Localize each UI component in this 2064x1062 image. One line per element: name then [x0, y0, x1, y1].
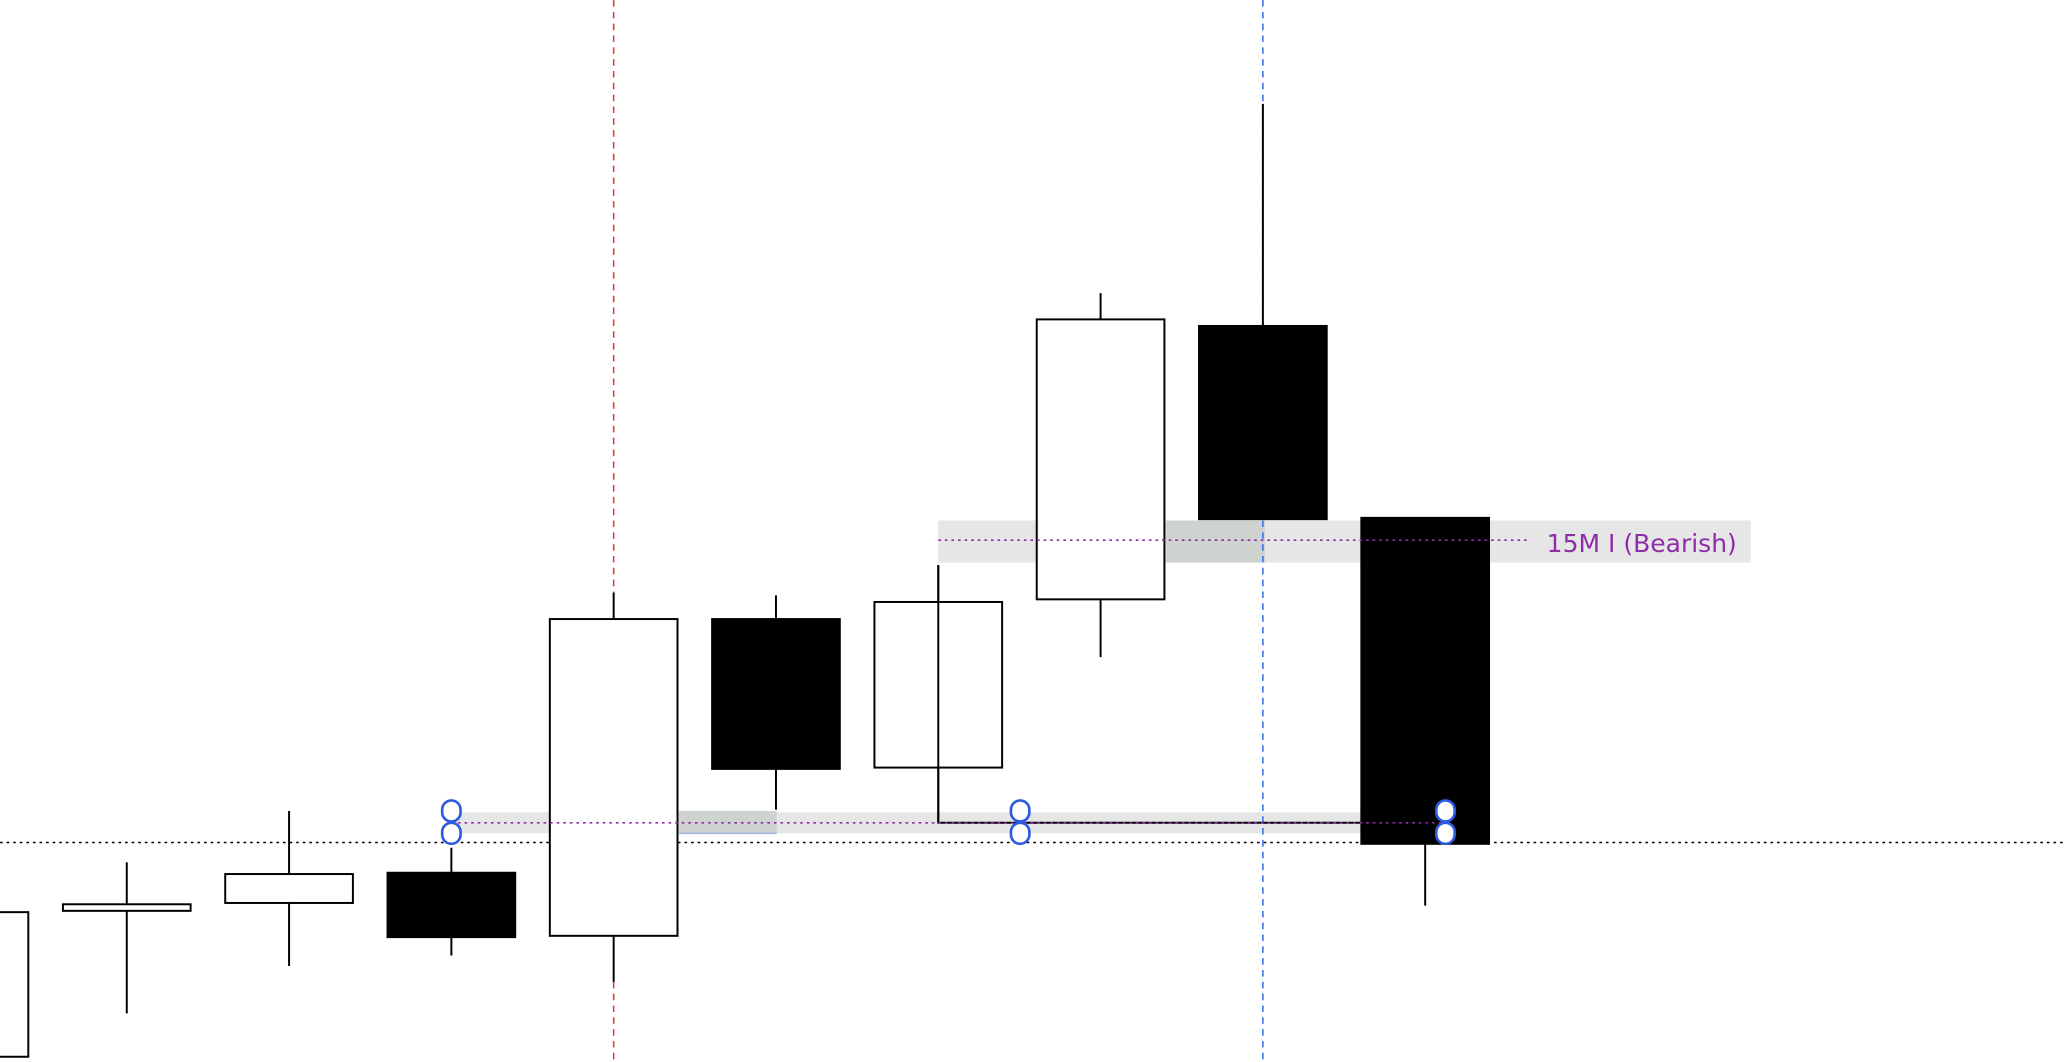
candles-layer [0, 103, 1491, 1058]
candle-bullish [1035, 318, 1166, 601]
candle-bearish [1360, 516, 1491, 845]
zone-handle-bottom [440, 821, 462, 846]
candle-bearish [386, 871, 517, 939]
zone-handle-bottom [1434, 821, 1457, 846]
candle-bearish [711, 618, 841, 770]
zone-handle-top [1434, 799, 1457, 823]
candle-bullish [548, 618, 679, 937]
zone-handle-top [1009, 799, 1031, 823]
candle-bullish [224, 873, 354, 904]
overlay-layer [440, 539, 1530, 846]
candle-bullish [0, 911, 30, 1058]
candle-bearish [1198, 324, 1328, 521]
zone-handle-top [440, 799, 462, 823]
zone-overlap [1166, 520, 1265, 563]
zone-connector-line [937, 565, 1362, 824]
zone-handle-bottom [1009, 821, 1031, 846]
zone-label: 15M I (Bearish) [1547, 529, 1737, 558]
candle-bullish [61, 903, 192, 912]
